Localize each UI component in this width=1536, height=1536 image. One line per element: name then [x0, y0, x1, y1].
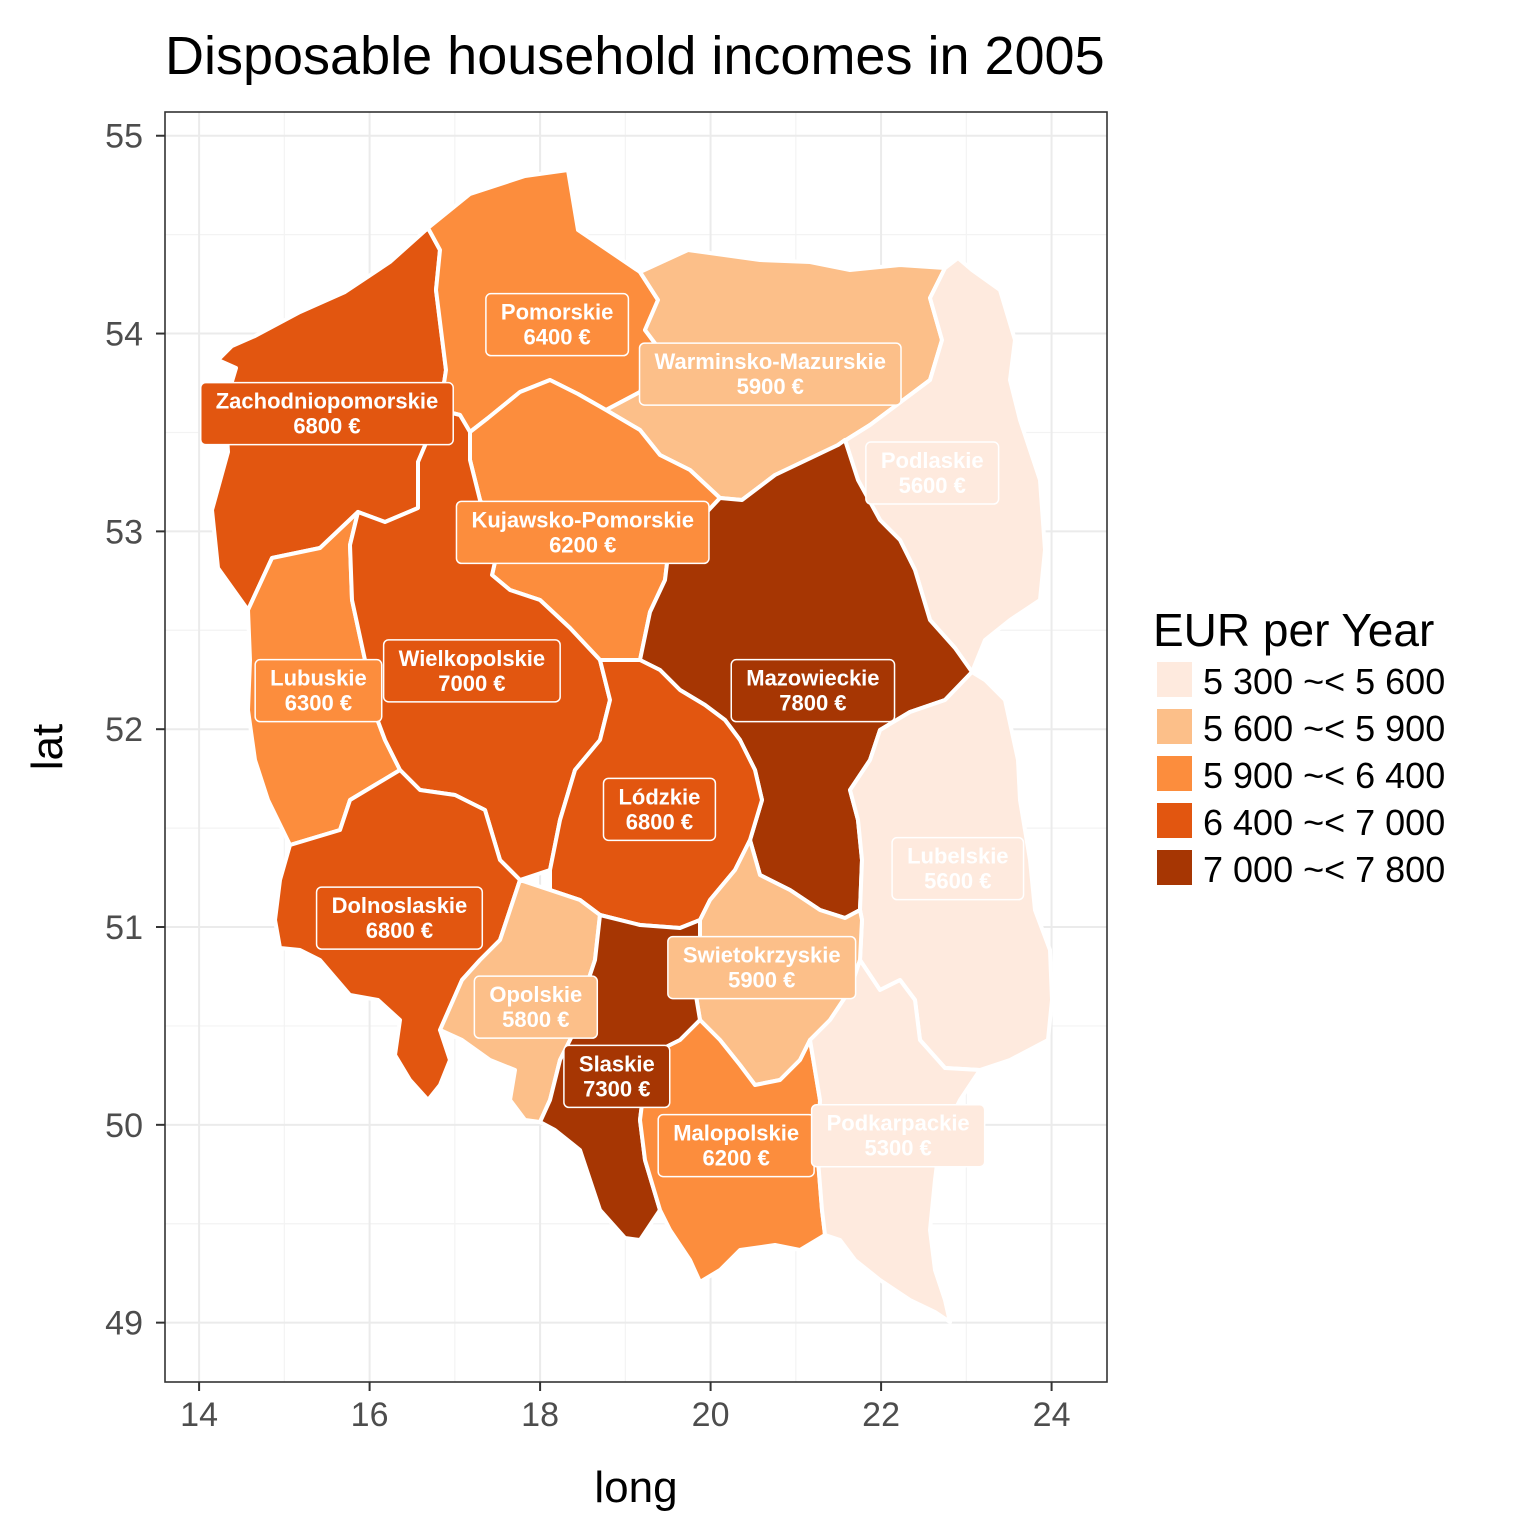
region-value: 7800 €: [779, 691, 846, 716]
region-label-box: [865, 441, 1000, 505]
region-value: 6200 €: [549, 532, 616, 557]
y-tick-label: 52: [105, 711, 143, 749]
region-name: Podkarpackie: [827, 1111, 970, 1136]
panel-border: [164, 111, 1108, 1383]
region-name: Swietokrzyskie: [683, 943, 841, 968]
region-label-box: [473, 975, 599, 1039]
region-label-box: [667, 935, 857, 1000]
region-name: Kujawsko-Pomorskie: [471, 507, 694, 532]
x-tick-label: 16: [351, 1396, 389, 1434]
y-tick-label: 53: [105, 513, 143, 551]
region-label-box: [563, 1044, 671, 1109]
region-name: Lubuskie: [270, 666, 367, 691]
region-name: Opolskie: [489, 982, 582, 1007]
region-name: Mazowieckie: [746, 666, 879, 691]
x-tick-label: 14: [180, 1396, 218, 1434]
y-tick-label: 51: [105, 909, 143, 947]
legend-swatch: [1157, 803, 1192, 838]
region-name: Podlaskie: [881, 448, 984, 473]
region-value: 6800 €: [366, 918, 433, 943]
region-value: 5800 €: [502, 1007, 569, 1032]
region-value: 6800 €: [626, 809, 693, 834]
region-value: 6800 €: [293, 414, 360, 439]
region-name: Zachodniopomorskie: [216, 389, 438, 414]
legend-swatch: [1157, 662, 1192, 697]
legend-label: 6 400 ~< 7 000: [1203, 802, 1445, 843]
region-value: 6400 €: [523, 325, 590, 350]
region-label-box: [254, 658, 383, 723]
region-label-box: [199, 381, 454, 446]
region-name: Lubelskie: [907, 844, 1008, 869]
region-label-box: [485, 292, 630, 357]
legend-label: 5 300 ~< 5 600: [1203, 661, 1445, 702]
region-value: 6200 €: [703, 1146, 770, 1171]
y-tick-label: 49: [105, 1305, 143, 1343]
legend: EUR per Year 5 300 ~< 5 600 5 600 ~< 5 90…: [1153, 604, 1445, 890]
y-tick-label: 54: [105, 316, 143, 354]
region-value: 5300 €: [864, 1136, 931, 1161]
legend-label: 5 600 ~< 5 900: [1203, 708, 1445, 749]
region-name: Malopolskie: [673, 1121, 799, 1146]
region-label-box: [602, 777, 717, 842]
y-axis-title: lat: [23, 724, 72, 770]
region-value: 5600 €: [899, 473, 966, 498]
region-value: 5900 €: [728, 968, 795, 993]
x-tick-label: 18: [521, 1396, 559, 1434]
region-name: Wielkopolskie: [399, 646, 546, 671]
x-axis-title: long: [594, 1463, 677, 1512]
region-name: Warminsko-Mazurskie: [655, 349, 886, 374]
axes: 14 16 18 20 22 24 49 50 51 52 53 54 55: [105, 118, 1070, 1434]
region-label-box: [382, 639, 561, 703]
region-name: Dolnoslaskie: [332, 893, 468, 918]
region-label-box: [638, 342, 902, 406]
region-label-box: [315, 886, 484, 950]
legend-title: EUR per Year: [1153, 604, 1434, 656]
region-value: 7000 €: [438, 671, 505, 696]
x-tick-label: 24: [1033, 1396, 1071, 1434]
region-value: 7300 €: [583, 1076, 650, 1101]
region-value: 6300 €: [285, 691, 352, 716]
region-label-box: [455, 500, 710, 565]
chart-title: Disposable household incomes in 2005: [165, 26, 1105, 86]
region-name: Slaskie: [579, 1051, 655, 1076]
legend-label: 7 000 ~< 7 800: [1203, 849, 1445, 890]
legend-swatch: [1157, 709, 1192, 744]
region-value: 5900 €: [737, 374, 804, 399]
y-tick-label: 50: [105, 1107, 143, 1145]
legend-label: 5 900 ~< 6 400: [1203, 755, 1445, 796]
x-tick-label: 20: [692, 1396, 730, 1434]
region-label-box: [810, 1103, 986, 1168]
region-name: Lódzkie: [618, 784, 700, 809]
legend-swatch: [1157, 850, 1192, 885]
legend-swatch: [1157, 756, 1192, 791]
region-label-box: [891, 836, 1025, 901]
y-tick-label: 55: [105, 118, 143, 156]
x-tick-label: 22: [862, 1396, 900, 1434]
region-label-box: [730, 658, 896, 723]
region-value: 5600 €: [924, 869, 991, 894]
region-name: Pomorskie: [501, 300, 614, 325]
